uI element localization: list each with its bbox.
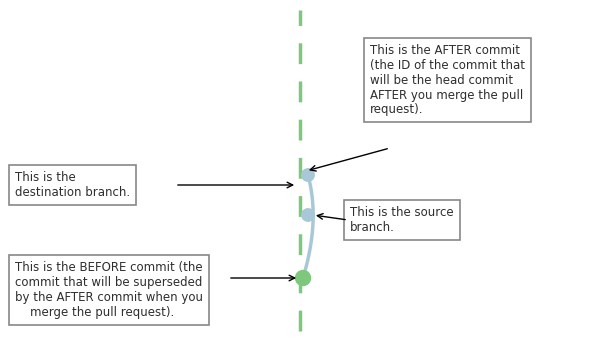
Text: This is the source
branch.: This is the source branch. [350,206,454,234]
Point [303,212,313,218]
Text: This is the
destination branch.: This is the destination branch. [15,171,130,199]
Text: This is the BEFORE commit (the
commit that will be superseded
by the AFTER commi: This is the BEFORE commit (the commit th… [15,261,203,319]
Point [298,275,308,281]
Point [303,172,313,178]
Text: This is the AFTER commit
(the ID of the commit that
will be the head commit
AFTE: This is the AFTER commit (the ID of the … [370,44,525,117]
